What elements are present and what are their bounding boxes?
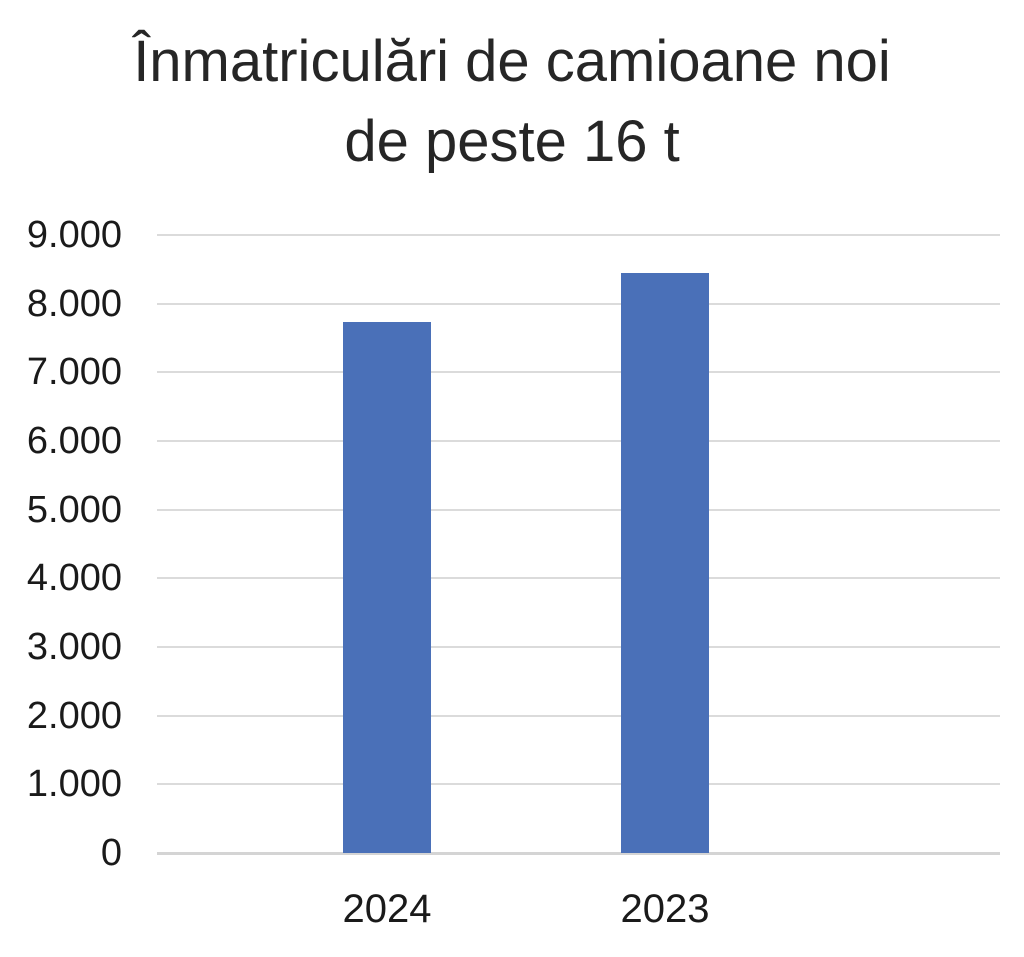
x-axis-line <box>157 851 1000 855</box>
chart-title: Înmatriculări de camioane noi de peste 1… <box>0 22 1024 182</box>
y-tick-label-0: 0 <box>100 832 122 874</box>
y-tick-label-5.000: 5.000 <box>26 488 122 531</box>
x-axis-label-2023: 2023 <box>620 887 710 931</box>
y-axis: 0 1.000 2.000 3.000 4.000 5.000 6.000 7.000 8.00… <box>0 216 122 872</box>
gridline-5000 <box>157 508 1000 511</box>
gridline-2000 <box>157 714 1000 717</box>
chart-title-line1: Înmatriculări de camioane noi <box>133 29 891 94</box>
gridline-3000 <box>157 646 1000 648</box>
y-tick-label-4.000: 4.000 <box>26 557 122 600</box>
y-tick-label-8.000: 8.000 <box>26 282 122 325</box>
gridline-9000 <box>157 234 1000 236</box>
bar-2024 <box>342 322 431 853</box>
gridline-7000 <box>157 371 1000 374</box>
x-axis-label-2024: 2024 <box>342 887 432 931</box>
gridline-6000 <box>157 440 1000 442</box>
y-tick-label-3.000: 3.000 <box>26 626 122 668</box>
chart-title-line2: de peste 16 t <box>344 109 680 174</box>
y-tick-label-6.000: 6.000 <box>26 420 122 462</box>
gridline-8000 <box>157 302 1000 305</box>
y-tick-label-9.000: 9.000 <box>26 214 122 256</box>
gridline-1000 <box>157 783 1000 786</box>
y-tick-label-2.000: 2.000 <box>26 694 122 737</box>
bar-2023 <box>620 273 709 853</box>
gridline-4000 <box>157 577 1000 580</box>
plot-area <box>157 234 1000 855</box>
y-tick-label-1.000: 1.000 <box>26 763 122 806</box>
x-axis: 2024 2023 <box>157 886 1000 936</box>
y-tick-label-7.000: 7.000 <box>26 351 122 394</box>
